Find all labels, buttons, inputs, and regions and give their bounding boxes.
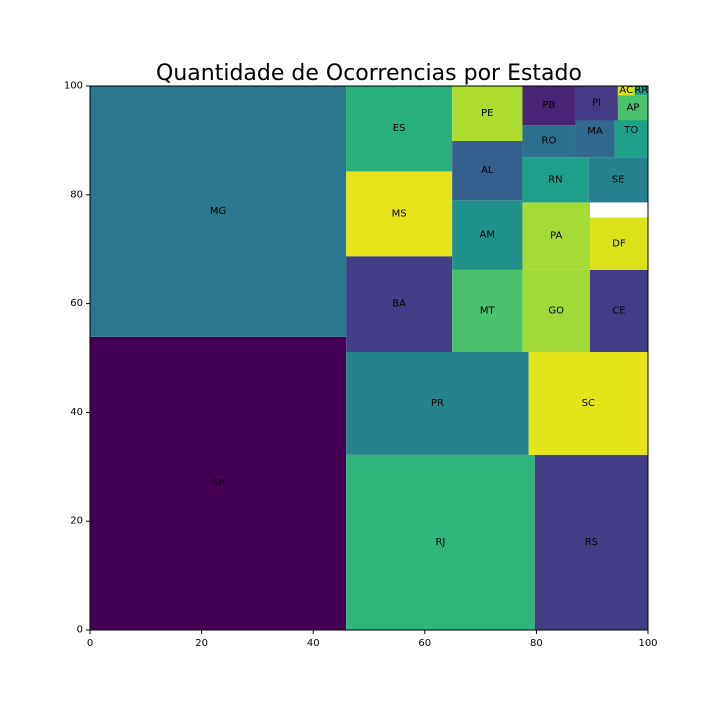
treemap-cells	[90, 86, 648, 630]
cell-label-pe: PE	[481, 108, 493, 119]
cell-mg	[90, 86, 347, 337]
cell-ap	[617, 95, 648, 121]
cell-pr	[346, 352, 529, 455]
cell-label-ap: AP	[626, 102, 639, 113]
treemap-labels: SP MG RJ RS PR SC BA MS ES MT AM AL PE GO CE PA DF RN SE RO…	[210, 85, 648, 548]
cell-label-ba: BA	[392, 299, 406, 310]
x-tick-label: 0	[87, 638, 93, 649]
cell-label-pa: PA	[550, 231, 562, 242]
cell-label-go: GO	[548, 305, 564, 316]
y-tick-label: 40	[70, 407, 83, 418]
y-tick-label: 80	[70, 189, 83, 200]
cell-label-pi: PI	[592, 98, 601, 109]
cell-label-al: AL	[481, 165, 494, 176]
cell-label-ac: AC	[619, 85, 633, 96]
cell-label-ms: MS	[392, 208, 407, 219]
cell-label-am: AM	[480, 230, 495, 241]
plot-frame	[89, 85, 649, 631]
cell-sp	[90, 336, 347, 630]
chart-title: Quantidade de Ocorrencias por Estado	[156, 61, 582, 86]
cell-ba	[346, 256, 453, 353]
y-tick-label: 20	[70, 516, 83, 527]
cell-label-ce: CE	[612, 305, 625, 316]
cell-pi	[575, 86, 618, 121]
cell-label-rn: RN	[548, 174, 562, 185]
cell-rn	[522, 157, 589, 203]
x-axis: 0 20 40 60 80 100	[87, 630, 658, 649]
cell-df	[589, 217, 648, 270]
cell-label-ro: RO	[542, 136, 557, 147]
cell-rr	[634, 86, 648, 96]
cell-rs	[534, 454, 648, 630]
x-tick-label: 40	[307, 638, 320, 649]
cell-ce	[589, 269, 648, 353]
cell-mt	[452, 269, 523, 353]
cell-pa	[522, 202, 590, 270]
cell-rj	[346, 454, 535, 630]
y-tick-label: 0	[77, 625, 83, 636]
cell-ro	[522, 125, 576, 158]
cell-sc	[528, 352, 648, 455]
cell-am	[452, 200, 523, 270]
cell-label-sc: SC	[582, 398, 595, 409]
cell-label-pr: PR	[431, 398, 444, 409]
cell-label-to: TO	[623, 125, 638, 136]
cell-label-rr: RR	[634, 85, 648, 96]
cell-label-se: SE	[612, 174, 625, 185]
cell-label-rj: RJ	[435, 537, 445, 548]
cell-pe	[452, 86, 523, 141]
cell-label-df: DF	[612, 238, 626, 249]
y-tick-label: 100	[64, 81, 83, 92]
cell-se	[588, 157, 648, 203]
cell-ms	[346, 171, 453, 257]
x-tick-label: 20	[195, 638, 208, 649]
cell-label-mg: MG	[210, 206, 226, 217]
cell-label-es: ES	[393, 123, 406, 134]
cell-label-mt: MT	[480, 305, 496, 316]
cell-ac	[617, 86, 635, 96]
cell-label-rs: RS	[585, 537, 598, 548]
cell-go	[522, 269, 590, 353]
x-tick-label: 80	[530, 638, 543, 649]
cell-es	[346, 86, 453, 172]
y-axis: 0 20 40 60 80 100	[64, 81, 90, 636]
cell-label-sp: SP	[212, 478, 224, 489]
cell-pb	[522, 86, 576, 126]
cell-label-pb: PB	[543, 100, 556, 111]
x-tick-label: 60	[418, 638, 431, 649]
x-tick-label: 100	[638, 638, 657, 649]
cell-label-ma: MA	[587, 126, 603, 137]
cell-al	[452, 140, 523, 201]
y-tick-label: 60	[70, 298, 83, 309]
